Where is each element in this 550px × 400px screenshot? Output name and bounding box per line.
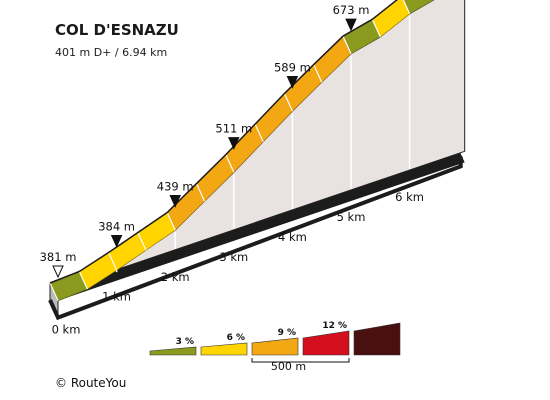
km-tick-label: 3 km: [219, 250, 248, 264]
segment-divider: [195, 183, 206, 202]
segment-divider: [371, 19, 381, 38]
profile-layer: [48, 0, 466, 321]
legend-gradient-label: 3 %: [176, 337, 194, 347]
segment-divider: [342, 35, 352, 54]
elevation-label: 439 m: [157, 180, 194, 194]
elevation-label: 511 m: [215, 122, 252, 136]
segment-divider: [78, 271, 88, 290]
km-tick-label: 5 km: [337, 210, 366, 224]
segment-divider: [137, 232, 147, 251]
scale-label: 500 m: [271, 360, 306, 373]
segment-divider: [402, 0, 411, 15]
elevation-marker: [110, 235, 123, 248]
elevation-label: 381 m: [40, 250, 77, 264]
segment-divider: [166, 212, 176, 231]
elevation-label: 384 m: [98, 220, 135, 234]
base-edge: [48, 156, 463, 321]
km-tick-label: 1 km: [102, 290, 131, 304]
km-tick-label: 4 km: [278, 230, 307, 244]
legend-swatch: [251, 337, 299, 356]
elevation-label: 589 m: [274, 61, 311, 75]
km-tick-label: 2 km: [161, 270, 190, 284]
elevation-marker: [228, 137, 240, 150]
segment-divider: [49, 282, 59, 301]
segment-divider: [283, 93, 293, 112]
elevation-label: 673 m: [333, 3, 370, 17]
legend-gradient-label: 9 %: [278, 328, 296, 338]
legend-gradient-label: 6 %: [227, 333, 245, 343]
chart-title: COL D'ESNAZU: [55, 21, 179, 39]
km-tick-label: 0 km: [52, 323, 81, 337]
elevation-marker: [169, 195, 181, 208]
profile-ridge: [49, 0, 398, 284]
scale-bar: [251, 358, 350, 363]
km-tick-label: 6 km: [395, 190, 424, 204]
chart-subtitle: 401 m D+ / 6.94 km: [55, 46, 167, 59]
legend-swatch: [200, 342, 248, 356]
segment-divider: [254, 123, 264, 142]
copyright-credit: © RouteYou: [55, 376, 126, 390]
legend-swatch: [353, 322, 401, 356]
legend-swatch: [302, 330, 350, 356]
gradient-legend: 3 % 6 % 9 % 12 % 500 m: [149, 321, 401, 373]
segment-divider: [108, 252, 118, 271]
elevation-marker: [345, 18, 357, 32]
legend-swatch: [149, 346, 197, 356]
segment-divider: [225, 154, 235, 173]
elevation-marker: [286, 76, 299, 89]
segment-divider: [313, 64, 323, 83]
endpoint-marker: [52, 265, 64, 279]
legend-gradient-label: 12 %: [322, 321, 347, 331]
